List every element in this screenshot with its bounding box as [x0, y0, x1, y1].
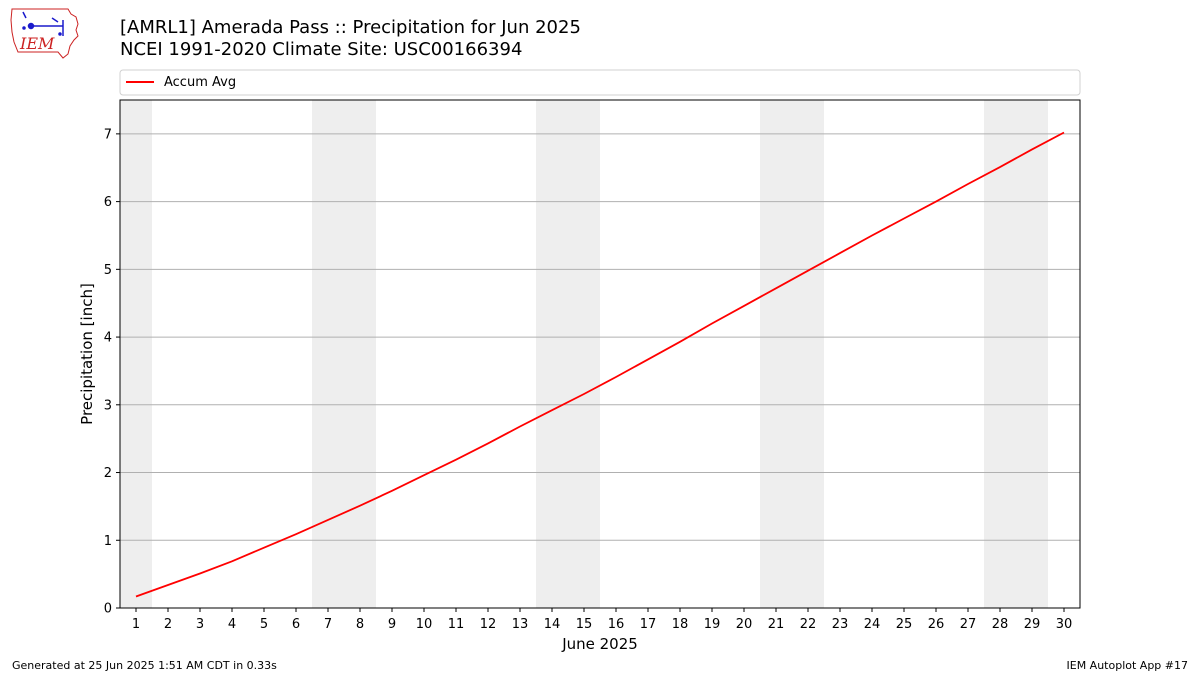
x-tick-label: 12	[480, 617, 497, 632]
app-label: IEM Autoplot App #17	[1066, 659, 1189, 672]
x-tick-label: 23	[832, 617, 849, 632]
x-tick-label: 16	[608, 617, 625, 632]
y-axis-label: Precipitation [inch]	[78, 283, 96, 425]
weekend-band	[536, 100, 600, 608]
chart-title: [AMRL1] Amerada Pass :: Precipitation fo…	[120, 17, 581, 61]
x-tick-label: 21	[768, 617, 785, 632]
x-tick-label: 22	[800, 617, 817, 632]
y-axis: 0 1 2 3 4 5 6 7	[104, 127, 120, 617]
x-tick-label: 18	[672, 617, 689, 632]
y-tick-label: 7	[104, 127, 112, 142]
y-tick-label: 6	[104, 195, 112, 210]
x-tick-label: 11	[448, 617, 465, 632]
weekend-band	[984, 100, 1048, 608]
legend-label: Accum Avg	[164, 75, 236, 90]
x-tick-label: 13	[512, 617, 529, 632]
title-line-1: [AMRL1] Amerada Pass :: Precipitation fo…	[120, 17, 581, 38]
series-line-accum-avg	[135, 131, 1065, 598]
x-tick-label: 14	[544, 617, 561, 632]
grid-lines	[120, 133, 1080, 609]
x-tick-label: 30	[1056, 617, 1073, 632]
generated-timestamp: Generated at 25 Jun 2025 1:51 AM CDT in …	[12, 659, 277, 672]
weather-station-icon	[22, 11, 64, 36]
x-tick-label: 28	[992, 617, 1009, 632]
x-tick-label: 26	[928, 617, 945, 632]
plot-frame	[119, 99, 1081, 609]
x-tick-label: 15	[576, 617, 593, 632]
iowa-outline	[10, 8, 79, 59]
iem-logo: IEM	[10, 8, 79, 59]
x-tick-label: 27	[960, 617, 977, 632]
y-tick-label: 0	[104, 602, 112, 617]
series-lines	[135, 131, 1065, 598]
x-tick-label: 2	[164, 617, 172, 632]
x-tick-label: 17	[640, 617, 657, 632]
x-tick-label: 29	[1024, 617, 1041, 632]
x-tick-label: 7	[324, 617, 332, 632]
x-tick-label: 1	[132, 617, 140, 632]
x-axis: 1 2 3 4 5 6 7 8 9 10 11 12 13 14 15 16 17 18 19 20 21 22 23 24 2…	[132, 608, 1072, 632]
x-tick-label: 3	[196, 617, 204, 632]
y-tick-label: 3	[104, 398, 112, 413]
x-tick-label: 8	[356, 617, 364, 632]
x-tick-label: 10	[416, 617, 433, 632]
y-tick-label: 1	[104, 534, 112, 549]
y-tick-label: 2	[104, 466, 112, 481]
weekend-bands	[120, 100, 1048, 608]
weekend-band	[312, 100, 376, 608]
x-tick-label: 5	[260, 617, 268, 632]
legend-box	[119, 69, 1081, 96]
x-tick-label: 20	[736, 617, 753, 632]
x-tick-label: 9	[388, 617, 396, 632]
x-tick-label: 6	[292, 617, 300, 632]
y-tick-label: 5	[104, 263, 112, 278]
x-tick-label: 25	[896, 617, 913, 632]
y-tick-label: 4	[104, 331, 112, 346]
x-tick-label: 19	[704, 617, 721, 632]
legend: Accum Avg	[119, 69, 1081, 96]
x-tick-label: 24	[864, 617, 881, 632]
weekend-band	[760, 100, 824, 608]
iem-logo-text: IEM	[19, 34, 55, 53]
x-tick-label: 4	[228, 617, 236, 632]
title-line-2: NCEI 1991-2020 Climate Site: USC00166394	[120, 39, 523, 60]
weekend-band	[120, 100, 152, 608]
x-axis-label: June 2025	[561, 635, 638, 653]
